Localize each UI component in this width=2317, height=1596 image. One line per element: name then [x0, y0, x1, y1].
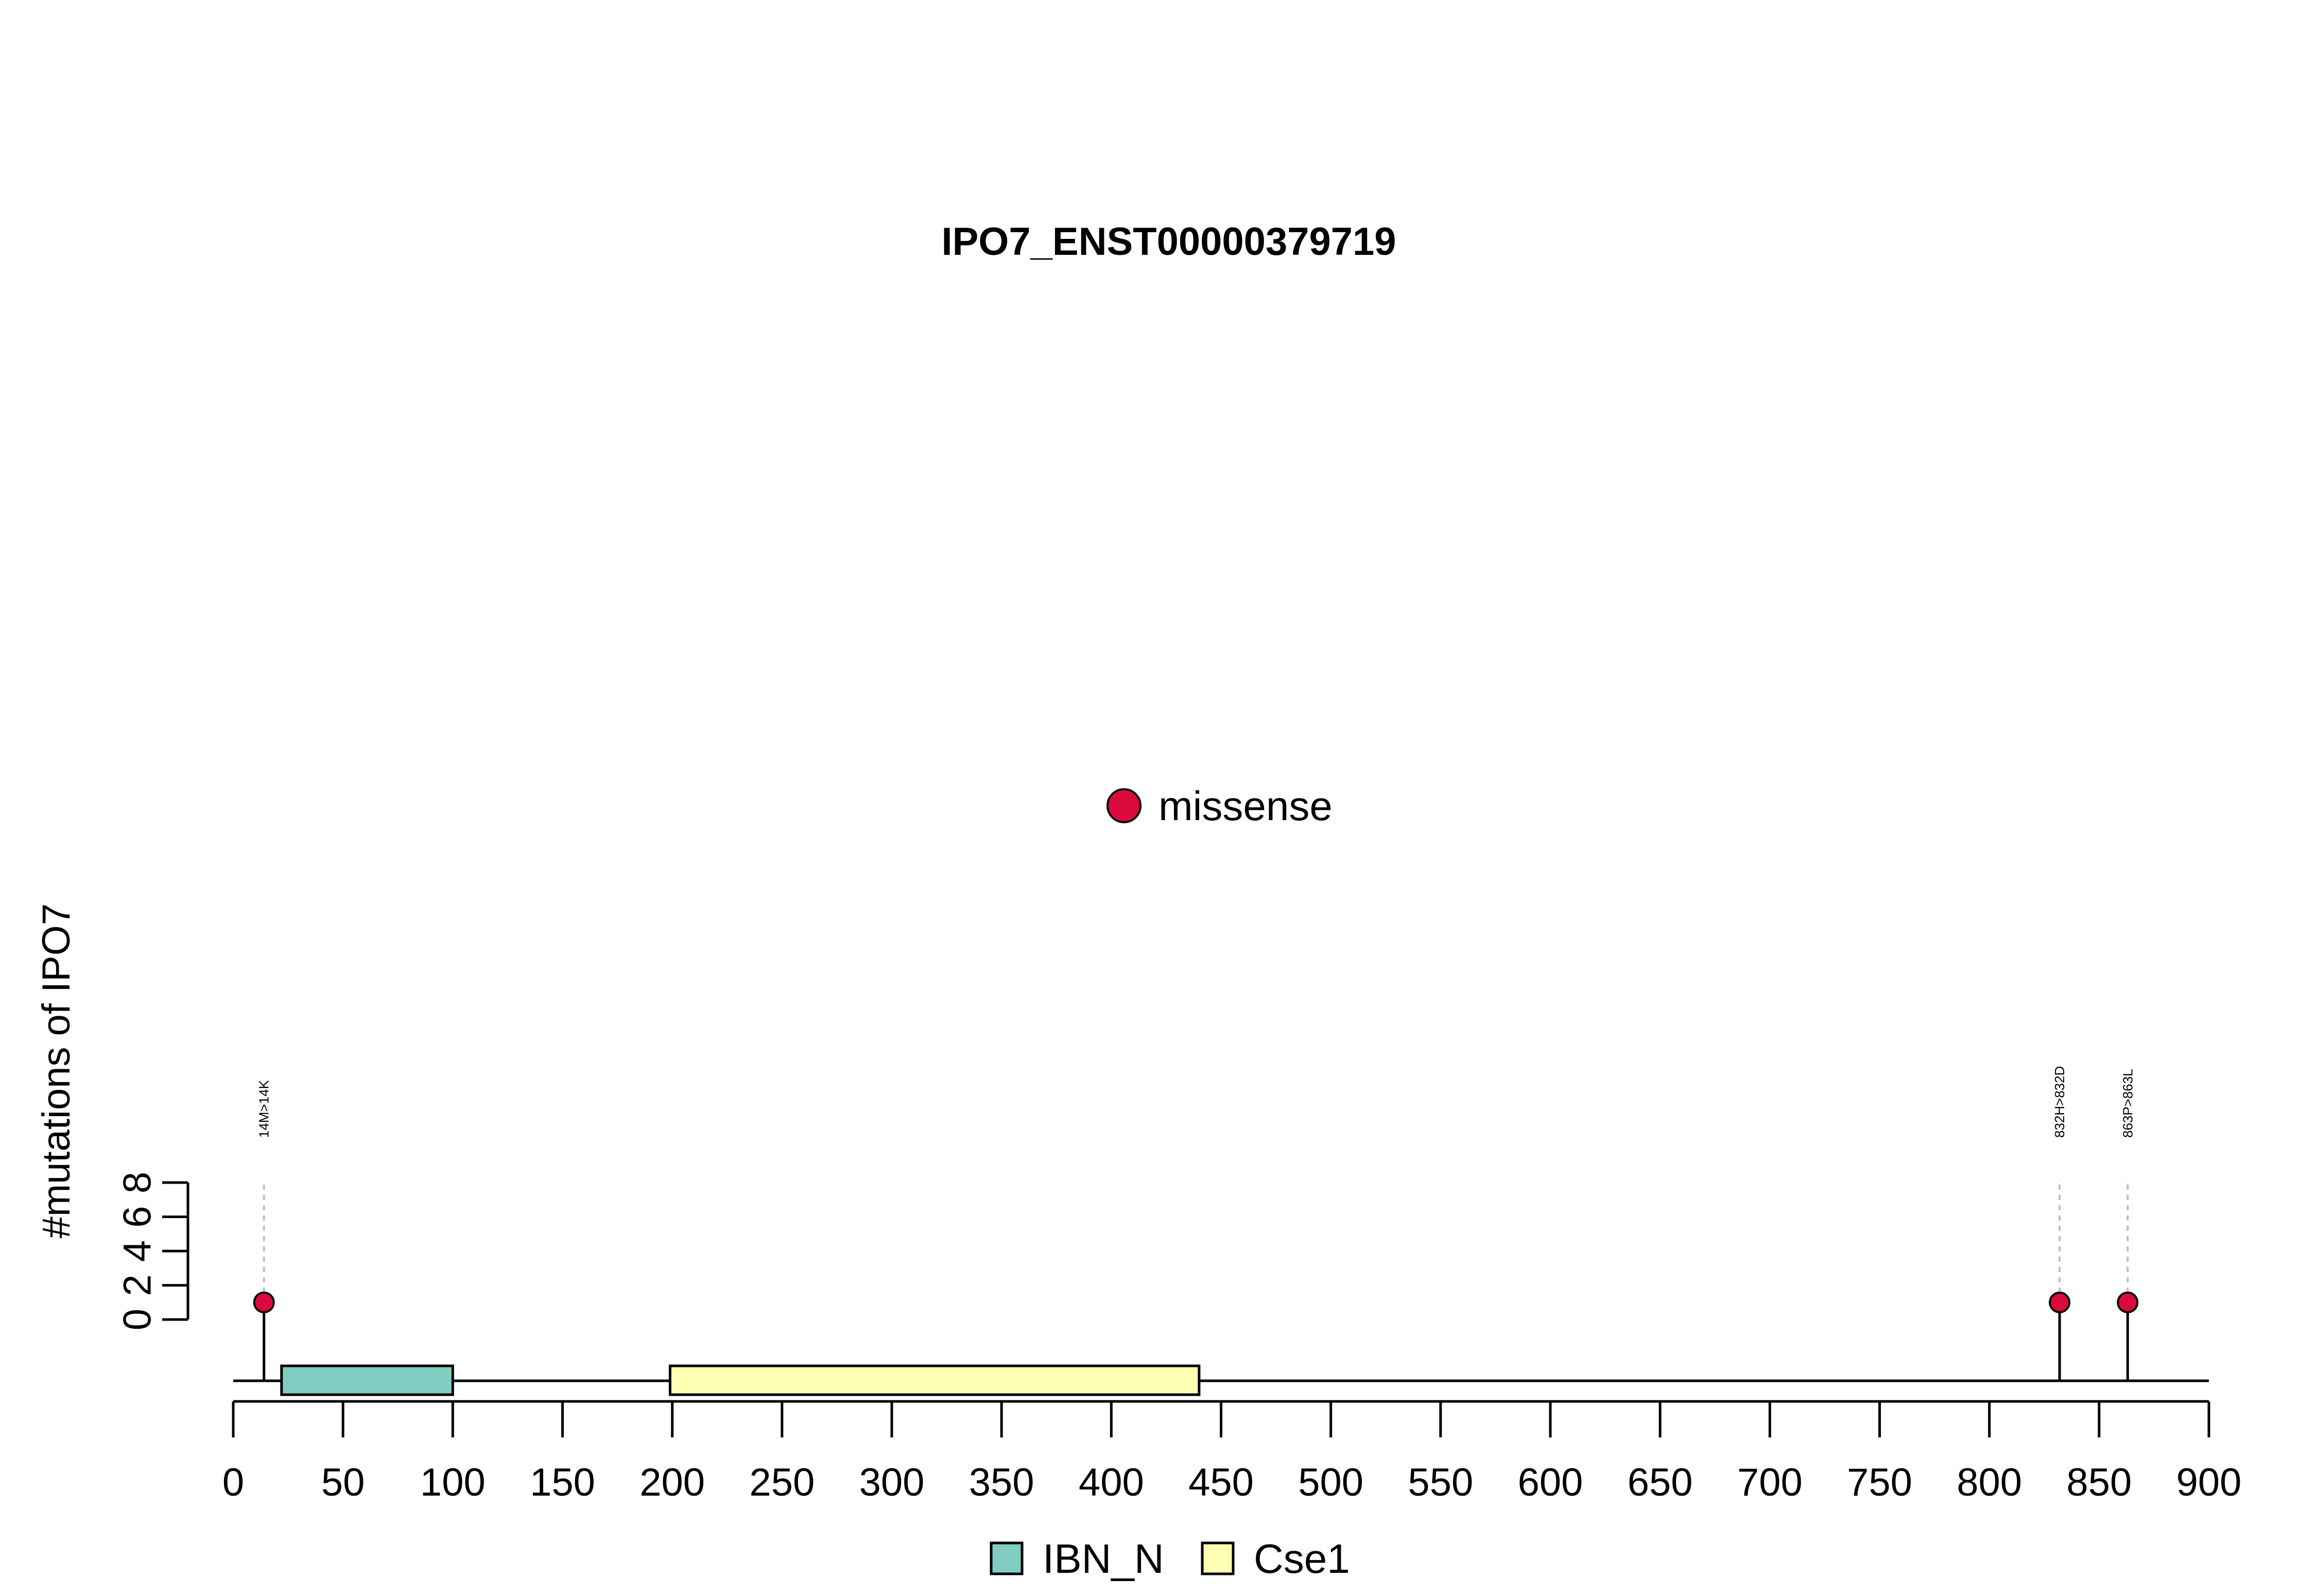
x-tick-label: 0	[222, 1461, 244, 1504]
x-tick-label: 500	[1298, 1461, 1363, 1504]
legend-missense-label: missense	[1158, 783, 1333, 829]
y-axis-label: #mutations of IPO7	[34, 904, 78, 1239]
x-tick-label: 450	[1188, 1461, 1254, 1504]
x-tick-label: 750	[1847, 1461, 1912, 1504]
mutation-label: 832H>832D	[2052, 1066, 2067, 1138]
lollipop-head	[2117, 1291, 2139, 1313]
x-axis: 0 50 100 150 200 250 300 350 400 450 500 550 600 650 7…	[222, 1400, 2242, 1504]
legend-missense-marker	[1106, 788, 1142, 823]
legend-label-cse1: Cse1	[1254, 1536, 1350, 1582]
y-tick-label: 2	[115, 1274, 159, 1296]
y-tick-label: 8	[115, 1172, 159, 1193]
domain-cse1	[668, 1364, 1201, 1396]
lollipop-head	[2049, 1291, 2071, 1313]
mutation-lollipops: 14M>14K 832H>832D 863P>863L	[253, 1066, 2139, 1381]
y-tick-label: 0	[115, 1309, 159, 1330]
protein-domains	[280, 1364, 1201, 1396]
x-tick-label: 300	[859, 1461, 925, 1504]
y-tick-label: 4	[115, 1240, 159, 1262]
x-tick-label: 650	[1628, 1461, 1693, 1504]
mutation-label: 863P>863L	[2120, 1069, 2135, 1138]
x-tick-label: 600	[1518, 1461, 1583, 1504]
lollipop-head	[253, 1291, 275, 1313]
y-axis: 0 2 4 6 8	[115, 1172, 189, 1330]
x-tick-label: 100	[420, 1461, 486, 1504]
x-tick-label: 400	[1079, 1461, 1144, 1504]
mutation-type-legend: missense	[1106, 783, 1333, 829]
x-tick-label: 800	[1957, 1461, 2022, 1504]
x-tick-label: 150	[530, 1461, 595, 1504]
legend-swatch-cse1	[1201, 1541, 1235, 1575]
legend-label-ibn-n: IBN_N	[1043, 1536, 1164, 1582]
mutation-label: 14M>14K	[256, 1080, 272, 1138]
x-tick-label: 250	[749, 1461, 815, 1504]
domain-legend: IBN_N Cse1	[990, 1536, 1350, 1582]
x-tick-label: 50	[321, 1461, 365, 1504]
legend-swatch-ibn-n	[990, 1541, 1024, 1575]
x-tick-label: 350	[969, 1461, 1034, 1504]
x-tick-label: 850	[2066, 1461, 2132, 1504]
x-tick-label: 550	[1408, 1461, 1473, 1504]
x-tick-label: 700	[1737, 1461, 1803, 1504]
x-tick-label: 200	[639, 1461, 705, 1504]
y-tick-label: 6	[115, 1206, 159, 1227]
domain-ibn-n	[280, 1364, 454, 1396]
x-tick-label: 900	[2176, 1461, 2242, 1504]
chart-title: IPO7_ENST00000379719	[941, 220, 1396, 264]
